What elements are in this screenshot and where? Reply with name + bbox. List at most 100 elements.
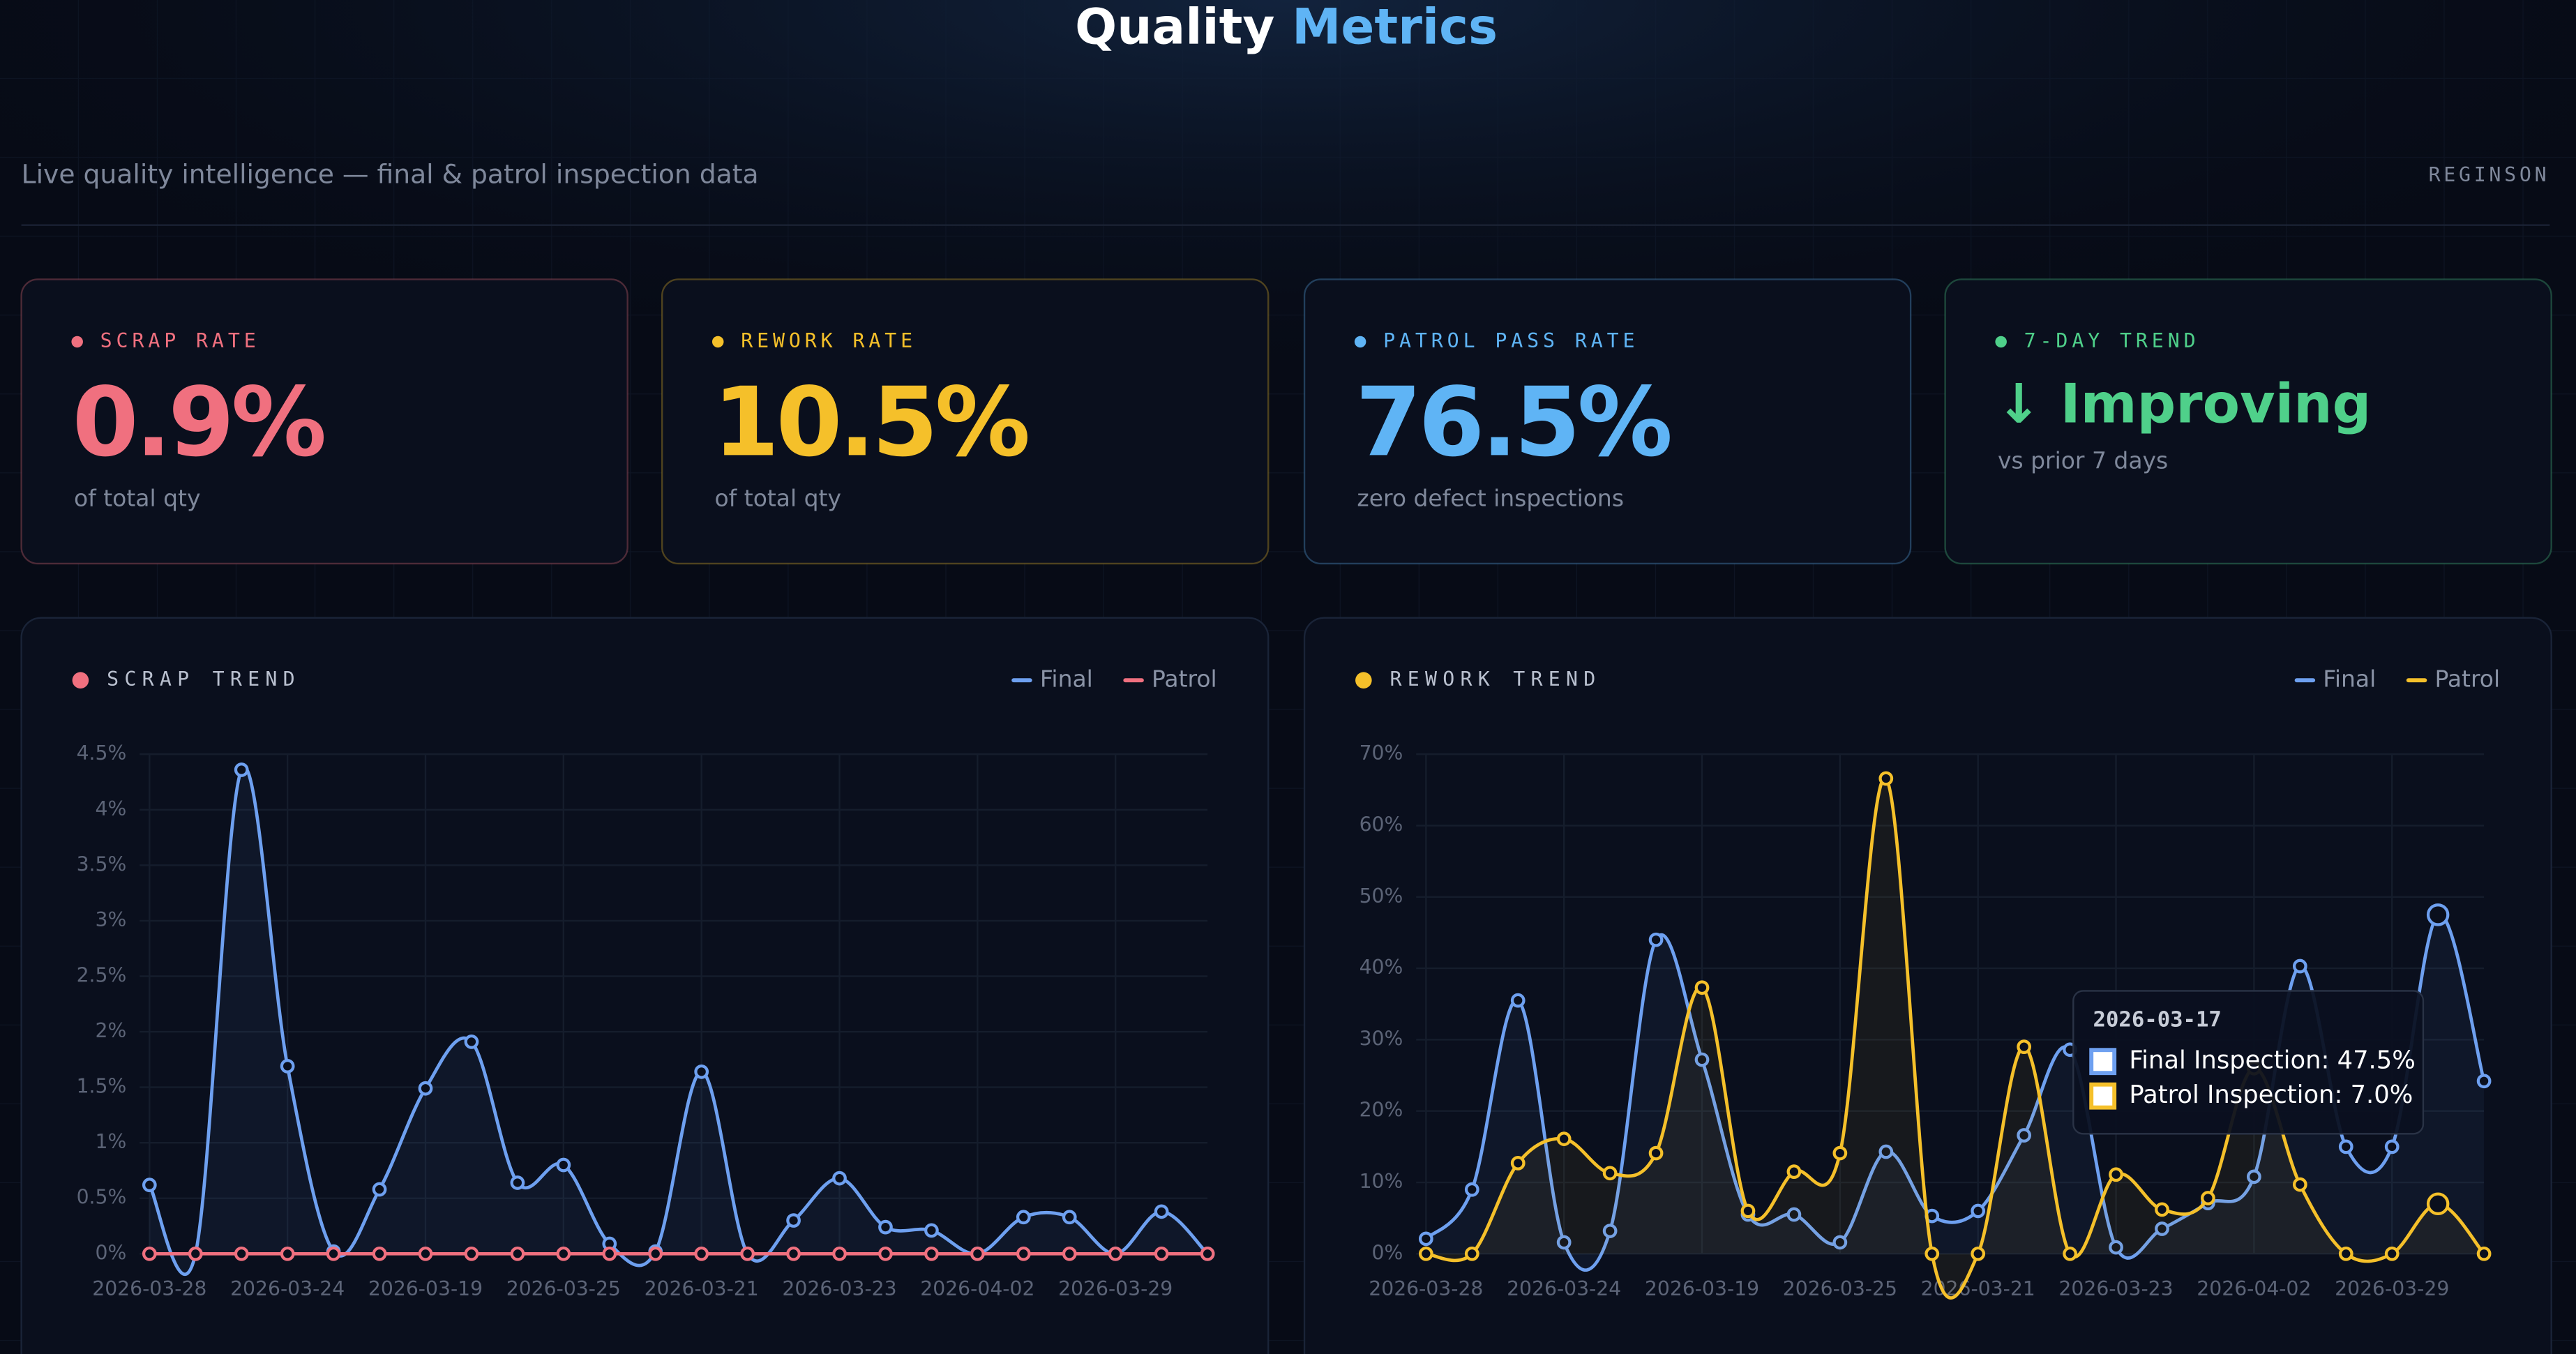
- data-point: [188, 1246, 203, 1261]
- data-point: [1648, 1145, 1664, 1161]
- data-point: [2109, 1240, 2123, 1255]
- brand: REGINSON: [2429, 163, 2550, 186]
- x-tick-label: 2026-03-24: [230, 1277, 345, 1300]
- kpi-label: PATROL PASS RATE: [1383, 329, 1639, 352]
- data-point: [648, 1246, 663, 1261]
- x-tick-label: 2026-03-28: [1369, 1277, 1483, 1300]
- tooltip-line: Patrol Inspection: 7.0%: [2129, 1081, 2413, 1109]
- series-area: [1426, 778, 2485, 1298]
- y-tick-label: 40%: [1359, 956, 1403, 979]
- data-point: [464, 1246, 479, 1261]
- data-point: [1878, 771, 1894, 786]
- x-tick-label: 2026-03-21: [645, 1277, 759, 1300]
- y-tick-label: 60%: [1359, 813, 1403, 836]
- data-point: [1878, 1144, 1894, 1159]
- y-tick-label: 1.5%: [77, 1075, 127, 1098]
- data-point: [2247, 1169, 2261, 1184]
- kpi-dot: [1995, 336, 2007, 348]
- legend-label: Final: [2323, 665, 2376, 693]
- x-tick-label: 2026-03-28: [92, 1277, 206, 1300]
- data-point: [832, 1171, 847, 1186]
- x-tick-label: 2026-03-25: [506, 1277, 621, 1300]
- data-point: [694, 1064, 709, 1079]
- data-point: [2109, 1167, 2123, 1182]
- data-point: [2426, 1192, 2450, 1215]
- data-point: [2063, 1246, 2077, 1261]
- data-point: [510, 1246, 525, 1261]
- tooltip-swatch: [2089, 1048, 2117, 1076]
- kpi-value: 10.5%: [713, 367, 1027, 478]
- data-point: [1602, 1166, 1618, 1181]
- x-tick-label: 2026-03-29: [1058, 1277, 1173, 1300]
- kpi-value: 0.9%: [73, 367, 324, 478]
- x-tick-label: 2026-04-02: [920, 1277, 1034, 1300]
- chart-title-dot: [1355, 672, 1372, 689]
- data-point: [142, 1246, 157, 1261]
- legend-label: Patrol: [2434, 665, 2500, 693]
- content: SCRAP RATE 0.9% of total qty REWORK RATE 10.…: [20, 278, 2552, 1354]
- data-point: [786, 1213, 801, 1228]
- kpi-dot: [1354, 336, 1366, 348]
- y-tick-label: 3%: [96, 908, 127, 931]
- data-point: [2155, 1202, 2169, 1217]
- y-tick-label: 30%: [1359, 1027, 1403, 1050]
- tooltip-line: Final Inspection: 47.5%: [2129, 1046, 2415, 1075]
- data-point: [1200, 1246, 1215, 1261]
- y-tick-label: 0.5%: [77, 1186, 127, 1209]
- data-point: [1062, 1246, 1077, 1261]
- data-point: [1418, 1246, 1433, 1261]
- data-point: [1971, 1246, 1986, 1261]
- kpi-note: of total qty: [74, 485, 200, 512]
- y-tick-label: 70%: [1359, 742, 1403, 765]
- data-point: [786, 1246, 801, 1261]
- series-area: [1426, 914, 2485, 1270]
- data-point: [1108, 1246, 1123, 1261]
- y-tick-label: 4%: [96, 797, 127, 820]
- data-point: [694, 1246, 709, 1261]
- title-part: Quality: [1075, 0, 1274, 55]
- y-tick-label: 0%: [96, 1241, 127, 1264]
- y-tick-label: 1%: [96, 1130, 127, 1153]
- kpi-label: REWORK RATE: [741, 329, 917, 352]
- data-point: [2338, 1139, 2353, 1154]
- chart-title: REWORK TREND: [1390, 668, 1602, 691]
- data-point: [2384, 1139, 2400, 1154]
- y-tick-label: 20%: [1359, 1099, 1403, 1122]
- y-tick-label: 4.5%: [77, 742, 127, 765]
- data-point: [234, 762, 249, 777]
- x-tick-label: 2026-03-24: [1507, 1277, 1621, 1300]
- page-title: Quality Metrics: [1075, 0, 1498, 55]
- data-point: [878, 1219, 893, 1235]
- data-point: [1694, 980, 1710, 995]
- data-point: [2426, 903, 2450, 926]
- data-point: [1556, 1131, 1572, 1146]
- data-point: [2292, 1177, 2307, 1192]
- data-point: [832, 1246, 847, 1261]
- x-tick-label: 2026-03-29: [2335, 1277, 2449, 1300]
- data-point: [1694, 1052, 1710, 1067]
- chart-title-dot: [72, 672, 89, 689]
- title-part: Metrics: [1292, 0, 1498, 55]
- data-point: [418, 1246, 433, 1261]
- tooltip-title: 2026-03-17: [2093, 1007, 2222, 1032]
- tooltip-swatch: [2089, 1082, 2117, 1110]
- data-point: [2338, 1246, 2353, 1261]
- data-point: [2292, 958, 2307, 974]
- data-point: [740, 1246, 755, 1261]
- data-point: [1062, 1210, 1077, 1225]
- kpi-label: 7-DAY TREND: [2024, 329, 2200, 352]
- data-point: [1464, 1246, 1479, 1261]
- data-point: [418, 1081, 433, 1096]
- data-point: [1832, 1145, 1848, 1161]
- data-point: [372, 1182, 387, 1197]
- data-point: [372, 1246, 387, 1261]
- y-tick-label: 10%: [1359, 1170, 1403, 1193]
- data-point: [280, 1246, 295, 1261]
- kpi-value: 76.5%: [1355, 367, 1670, 478]
- data-point: [464, 1035, 479, 1049]
- data-point: [2476, 1074, 2492, 1089]
- data-point: [2201, 1191, 2215, 1205]
- data-point: [1925, 1246, 1940, 1261]
